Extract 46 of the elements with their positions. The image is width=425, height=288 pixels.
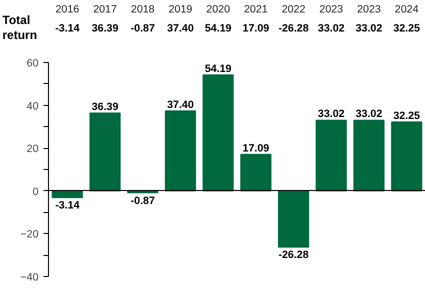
y-tick-label: 20 [26,143,39,156]
bar [278,190,310,248]
x-tick-label: 2023 [319,4,344,16]
data-label: 32.25 [393,22,420,34]
bar [353,120,385,192]
x-tick-label: 2021 [244,4,268,16]
data-label: -3.14 [55,22,80,34]
bar [52,190,83,198]
text: 33.02 [356,108,382,120]
y-tick-label: 60 [26,58,39,70]
text: -3.14 [55,200,80,212]
data-label: 37.40 [167,22,194,34]
text: -26.28 [278,249,309,262]
text: 17.09 [242,142,270,154]
data-label: 54.19 [204,22,232,34]
data-label: 17.09 [242,22,270,34]
x-tick-label: 2017 [93,4,117,16]
x-tick-label: 2016 [55,4,80,16]
text: 36.39 [92,101,118,114]
y-tick-label: −40 [20,272,39,284]
x-tick-label: 2018 [130,4,155,16]
x-tick-label: 2023 [357,4,381,16]
data-label: -26.28 [278,22,309,34]
text: 32.25 [393,110,420,122]
x-tick-label: 2022 [282,4,306,16]
bar [89,112,121,192]
text: 33.02 [318,108,345,120]
text: 54.19 [204,62,232,75]
y-tick-label: 40 [26,100,39,112]
bar [316,120,347,192]
text: -0.87 [130,194,155,207]
x-tick-label: 2019 [168,4,192,16]
y-tick-label: −20 [20,228,39,241]
data-label: 33.02 [318,22,345,34]
data-label: -0.87 [130,22,155,34]
x-tick-label: 2020 [206,4,230,16]
bar [202,74,234,192]
text: Total return [2,12,38,42]
text: 37.40 [167,98,194,111]
bar [391,121,422,192]
data-label: 33.02 [356,22,382,34]
x-tick-label: 2024 [394,4,419,16]
bar [164,110,196,192]
bar [240,154,272,192]
data-label: 36.39 [92,22,118,34]
y-tick-label: 0 [32,186,39,198]
